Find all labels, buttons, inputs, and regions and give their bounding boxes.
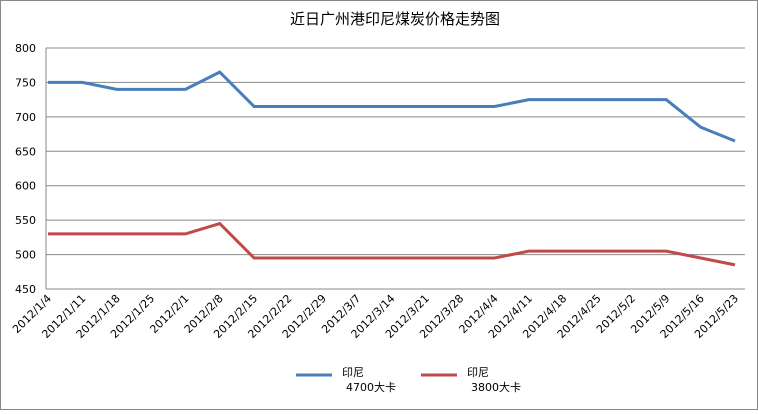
legend-line: 4700大卡 — [346, 380, 396, 394]
legend-line: 印尼 — [342, 366, 364, 379]
legend-line: 3800大卡 — [471, 380, 521, 394]
y-tick-label: 800 — [15, 42, 36, 55]
line-series — [48, 221, 736, 267]
y-tick-label: 650 — [15, 145, 36, 158]
y-tick-label: 500 — [15, 249, 36, 262]
y-tick-label: 600 — [15, 180, 36, 193]
legend-label: 印尼 3800大卡 — [467, 366, 521, 394]
y-tick-label: 450 — [15, 283, 36, 296]
legend-label: 印尼 4700大卡 — [342, 366, 396, 394]
legend-line: 印尼 — [467, 366, 489, 379]
line-series — [48, 70, 736, 143]
chart-title: 近日广州港印尼煤炭价格走势图 — [290, 10, 500, 28]
y-tick-label: 550 — [15, 214, 36, 227]
y-tick-label: 750 — [15, 76, 36, 89]
y-tick-label: 700 — [15, 111, 36, 124]
